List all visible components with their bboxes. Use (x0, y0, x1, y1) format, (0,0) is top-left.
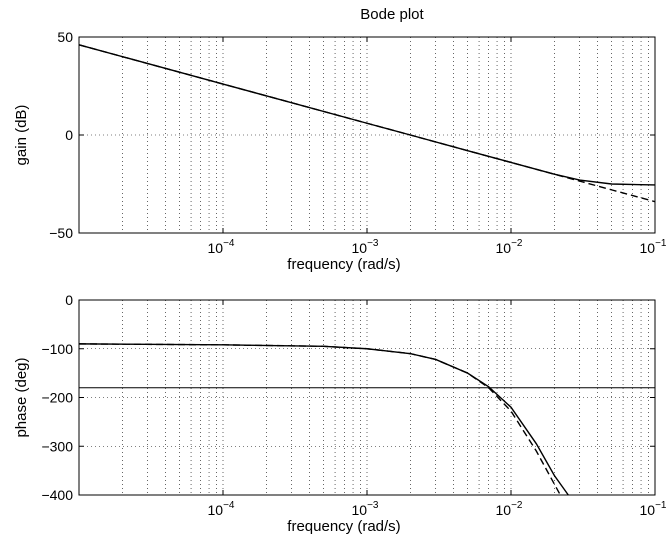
phase-ytick-label: −300 (41, 438, 73, 454)
gain-series-dashed-line (78, 44, 656, 203)
phase-xtick-label: 10−4 (208, 500, 235, 518)
phase-ytick-label: −200 (41, 390, 73, 406)
gain-ytick-label: 50 (57, 29, 73, 45)
gain-xtick-exponent: −1 (655, 238, 667, 249)
phase-xtick-exponent: −4 (223, 500, 235, 511)
phase-xtick-base: 10 (208, 502, 224, 518)
phase-x-axis-label: frequency (rad/s) (287, 518, 400, 535)
phase-xtick-label: 10−1 (640, 500, 667, 518)
phase-ytick-label: −100 (41, 341, 73, 357)
phase-xtick-label: 10−2 (496, 500, 523, 518)
gain-xtick-exponent: −3 (367, 238, 379, 249)
phase-series-dashed-line (78, 343, 561, 496)
chart-title: Bode plot (360, 6, 424, 23)
gain-xtick-label: 10−4 (208, 238, 235, 256)
phase-ytick-label: −400 (41, 487, 73, 503)
phase-xtick-base: 10 (496, 502, 512, 518)
gain-xtick-base: 10 (640, 240, 656, 256)
gain-xtick-label: 10−3 (352, 238, 379, 256)
gain-xtick-base: 10 (496, 240, 512, 256)
gain-ytick-label: −50 (49, 225, 73, 241)
phase-xtick-label: 10−3 (352, 500, 379, 518)
gain-xtick-base: 10 (208, 240, 224, 256)
phase-plot: 10−4 10−3 10−2 10−10−100−200−300−400frequen… (13, 292, 667, 535)
phase-xtick-exponent: −2 (511, 500, 523, 511)
gain-xtick-exponent: −2 (511, 238, 523, 249)
gain-xtick-label: 10−1 (640, 238, 667, 256)
phase-xtick-base: 10 (352, 502, 368, 518)
gain-xtick-exponent: −4 (223, 238, 235, 249)
gain-y-axis-label: gain (dB) (13, 105, 30, 166)
phase-xtick-exponent: −1 (655, 500, 667, 511)
phase-ytick-label: 0 (65, 292, 73, 308)
gain-x-axis-label: frequency (rad/s) (287, 256, 400, 273)
phase-y-axis-label: phase (deg) (13, 357, 30, 437)
gain-ytick-label: 0 (65, 127, 73, 143)
phase-xtick-base: 10 (640, 502, 656, 518)
gain-xtick-label: 10−2 (496, 238, 523, 256)
gain-xtick-base: 10 (352, 240, 368, 256)
phase-xtick-exponent: −3 (367, 500, 379, 511)
